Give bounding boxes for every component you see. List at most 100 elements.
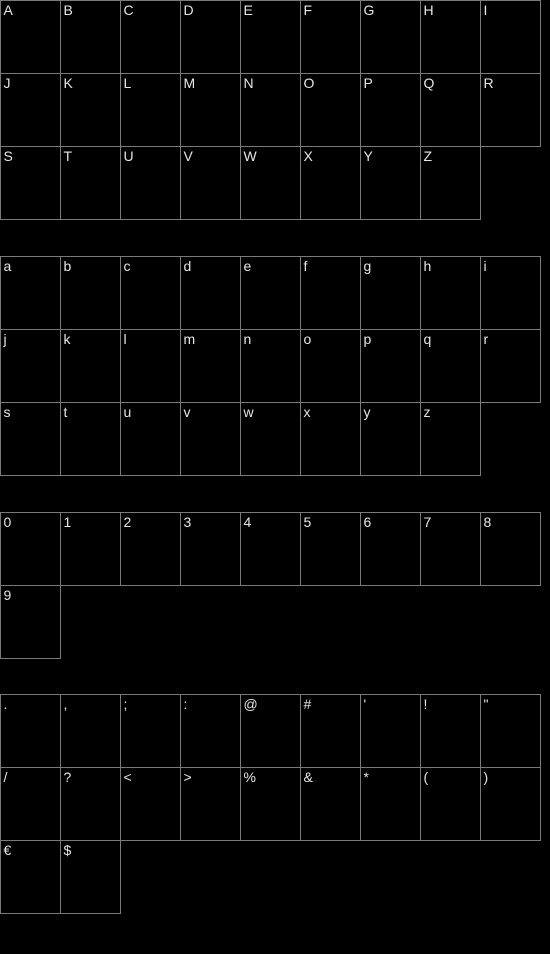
glyph-cell: i (480, 256, 541, 330)
glyph-cell: M (180, 73, 241, 147)
glyph-cell: 6 (360, 512, 421, 586)
glyph-cell: / (0, 767, 61, 841)
glyph-label: U (124, 147, 134, 165)
glyph-label: w (244, 403, 254, 421)
glyph-cell: 7 (420, 512, 481, 586)
glyph-label: H (424, 1, 434, 19)
digits-section: 0123456789 (0, 512, 541, 658)
glyph-cell: P (360, 73, 421, 147)
glyph-cell: A (0, 0, 61, 74)
glyph-label: K (64, 74, 73, 92)
glyph-cell: O (300, 73, 361, 147)
glyph-cell: 1 (60, 512, 121, 586)
glyph-cell: Y (360, 146, 421, 220)
glyph-cell: @ (240, 694, 301, 768)
glyph-label: M (184, 74, 196, 92)
glyph-cell: ; (120, 694, 181, 768)
glyph-label: h (424, 257, 432, 275)
glyph-label: e (244, 257, 252, 275)
glyph-label: 8 (484, 513, 492, 531)
glyph-cell: $ (60, 840, 121, 914)
glyph-cell: # (300, 694, 361, 768)
glyph-cell: Q (420, 73, 481, 147)
glyph-label: b (64, 257, 72, 275)
glyph-label: m (184, 330, 196, 348)
glyph-label: l (124, 330, 127, 348)
glyph-label: 1 (64, 513, 72, 531)
glyph-cell: L (120, 73, 181, 147)
glyph-cell: : (180, 694, 241, 768)
glyph-cell: 5 (300, 512, 361, 586)
glyph-label: . (4, 695, 8, 713)
glyph-cell: % (240, 767, 301, 841)
glyph-label: ; (124, 695, 128, 713)
glyph-cell: ' (360, 694, 421, 768)
glyph-cell: v (180, 402, 241, 476)
glyph-label: , (64, 695, 68, 713)
glyph-cell: H (420, 0, 481, 74)
glyph-cell: " (480, 694, 541, 768)
glyph-label: D (184, 1, 194, 19)
glyph-label: 3 (184, 513, 192, 531)
glyph-cell: C (120, 0, 181, 74)
glyph-label: p (364, 330, 372, 348)
glyph-cell: d (180, 256, 241, 330)
glyph-cell: > (180, 767, 241, 841)
glyph-label: x (304, 403, 311, 421)
glyph-label: V (184, 147, 193, 165)
glyph-label: i (484, 257, 487, 275)
glyph-label: C (124, 1, 134, 19)
glyph-cell: l (120, 329, 181, 403)
glyph-label: @ (244, 695, 258, 713)
glyph-cell: n (240, 329, 301, 403)
glyph-cell: 4 (240, 512, 301, 586)
glyph-cell: N (240, 73, 301, 147)
glyph-label: a (4, 257, 12, 275)
glyph-cell: c (120, 256, 181, 330)
glyph-label: g (364, 257, 372, 275)
glyph-label: S (4, 147, 13, 165)
glyph-label: 6 (364, 513, 372, 531)
glyph-label: ' (364, 695, 367, 713)
glyph-label: s (4, 403, 11, 421)
glyph-cell: f (300, 256, 361, 330)
glyph-label: A (4, 1, 13, 19)
glyph-label: J (4, 74, 11, 92)
glyph-label: q (424, 330, 432, 348)
glyph-cell: j (0, 329, 61, 403)
glyph-cell: a (0, 256, 61, 330)
glyph-cell: U (120, 146, 181, 220)
glyph-label: > (184, 768, 192, 786)
glyph-label: 0 (4, 513, 12, 531)
glyph-cell: G (360, 0, 421, 74)
glyph-label: < (124, 768, 132, 786)
glyph-cell: , (60, 694, 121, 768)
uppercase-section: ABCDEFGHIJKLMNOPQRSTUVWXYZ (0, 0, 541, 219)
glyph-cell: p (360, 329, 421, 403)
glyph-cell: g (360, 256, 421, 330)
glyph-cell: T (60, 146, 121, 220)
glyph-cell: u (120, 402, 181, 476)
glyph-label: 7 (424, 513, 432, 531)
glyph-cell: K (60, 73, 121, 147)
glyph-label: R (484, 74, 494, 92)
glyph-cell: 0 (0, 512, 61, 586)
glyph-label: c (124, 257, 131, 275)
glyph-label: ! (424, 695, 428, 713)
glyph-label: $ (64, 841, 72, 859)
glyph-cell: ) (480, 767, 541, 841)
glyph-cell: B (60, 0, 121, 74)
glyph-label: 5 (304, 513, 312, 531)
glyph-cell: 2 (120, 512, 181, 586)
glyph-label: W (244, 147, 257, 165)
glyph-cell: r (480, 329, 541, 403)
glyph-label: * (364, 768, 369, 786)
glyph-cell: * (360, 767, 421, 841)
glyph-cell: y (360, 402, 421, 476)
glyph-cell: J (0, 73, 61, 147)
glyph-cell: & (300, 767, 361, 841)
glyph-label: " (484, 695, 489, 713)
glyph-cell: D (180, 0, 241, 74)
glyph-cell: S (0, 146, 61, 220)
glyph-label: # (304, 695, 312, 713)
